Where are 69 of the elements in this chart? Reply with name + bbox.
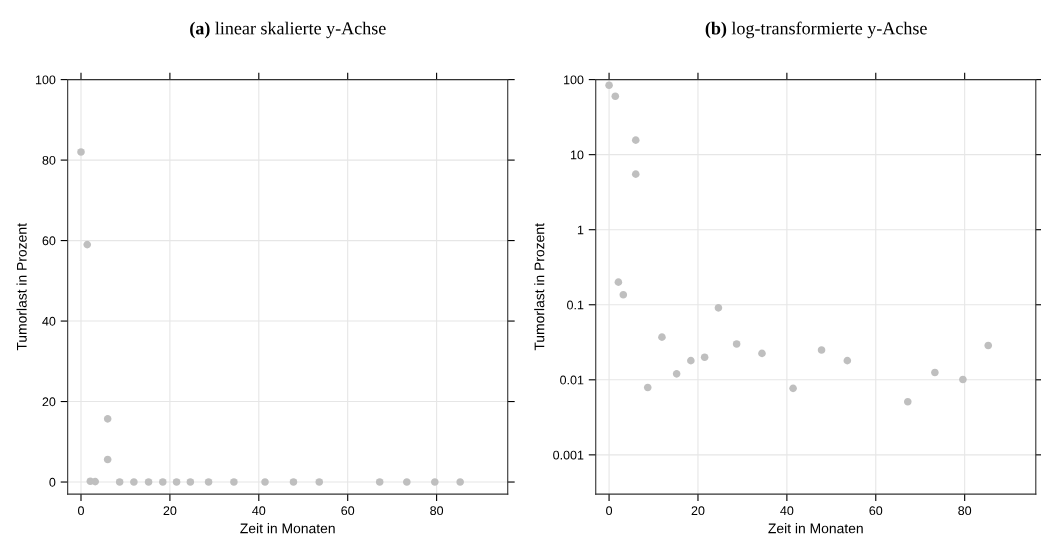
point <box>172 478 181 486</box>
y-tick-label: 10 <box>570 150 584 160</box>
x-tick-label: 80 <box>958 506 972 516</box>
point <box>83 240 92 249</box>
x-tick-label: 40 <box>780 506 794 516</box>
point <box>619 290 628 299</box>
point <box>631 136 640 144</box>
y-tick-label: 100 <box>564 75 584 85</box>
y-tick-label: 0 <box>49 477 56 487</box>
point <box>959 375 967 384</box>
point <box>903 397 912 406</box>
point <box>130 478 138 486</box>
point <box>631 170 640 178</box>
y-tick-label: 20 <box>42 397 56 407</box>
point <box>931 368 939 377</box>
point <box>289 478 298 486</box>
point <box>984 341 993 350</box>
y-tick-label: 0.001 <box>553 450 584 460</box>
y-tick-label: 100 <box>35 75 56 85</box>
point <box>144 478 153 486</box>
point <box>230 478 238 486</box>
point <box>758 349 766 358</box>
point <box>732 340 741 348</box>
y-tick-label: 60 <box>42 236 56 246</box>
y-tick-label: 80 <box>42 155 56 165</box>
point <box>158 478 167 486</box>
point <box>261 478 269 486</box>
x-tick-label: 0 <box>78 506 84 516</box>
y-axis-title: Tumorlast in Prozent <box>16 223 27 351</box>
point <box>714 304 723 312</box>
point <box>614 278 623 286</box>
chart-title: (b) log-transformierte y-Achse <box>705 21 927 39</box>
point <box>643 383 652 392</box>
y-axis-title: Tumorlast in Prozent <box>534 223 545 351</box>
point <box>91 477 100 486</box>
point <box>658 333 666 341</box>
point <box>204 478 213 486</box>
chart-title: (a) linear skalierte y-Achse <box>190 21 386 39</box>
y-tick-label: 1 <box>577 225 584 235</box>
point <box>103 415 112 423</box>
point <box>611 92 620 101</box>
x-axis-title: Zeit in Monaten <box>240 523 335 534</box>
point <box>186 478 195 486</box>
point <box>77 148 85 156</box>
point <box>687 356 695 365</box>
x-tick-label: 80 <box>430 506 444 516</box>
point <box>103 455 112 464</box>
point <box>672 370 681 378</box>
y-tick-label: 0.1 <box>567 300 584 310</box>
point <box>315 478 324 486</box>
point <box>375 478 384 486</box>
point <box>700 353 709 362</box>
y-tick-label: 0.01 <box>560 375 584 385</box>
x-tick-label: 0 <box>606 506 613 516</box>
point <box>817 346 826 354</box>
x-tick-label: 60 <box>869 506 883 516</box>
point <box>789 384 797 393</box>
x-axis-title: Zeit in Monaten <box>768 523 863 534</box>
point <box>456 478 464 486</box>
point <box>115 478 124 486</box>
point <box>843 356 852 365</box>
x-tick-label: 40 <box>252 506 266 516</box>
point <box>431 478 439 486</box>
x-tick-label: 60 <box>341 506 355 516</box>
point <box>403 478 411 486</box>
x-tick-label: 20 <box>163 506 177 516</box>
y-tick-label: 40 <box>42 316 56 326</box>
point <box>605 81 613 90</box>
x-tick-label: 20 <box>691 506 705 516</box>
